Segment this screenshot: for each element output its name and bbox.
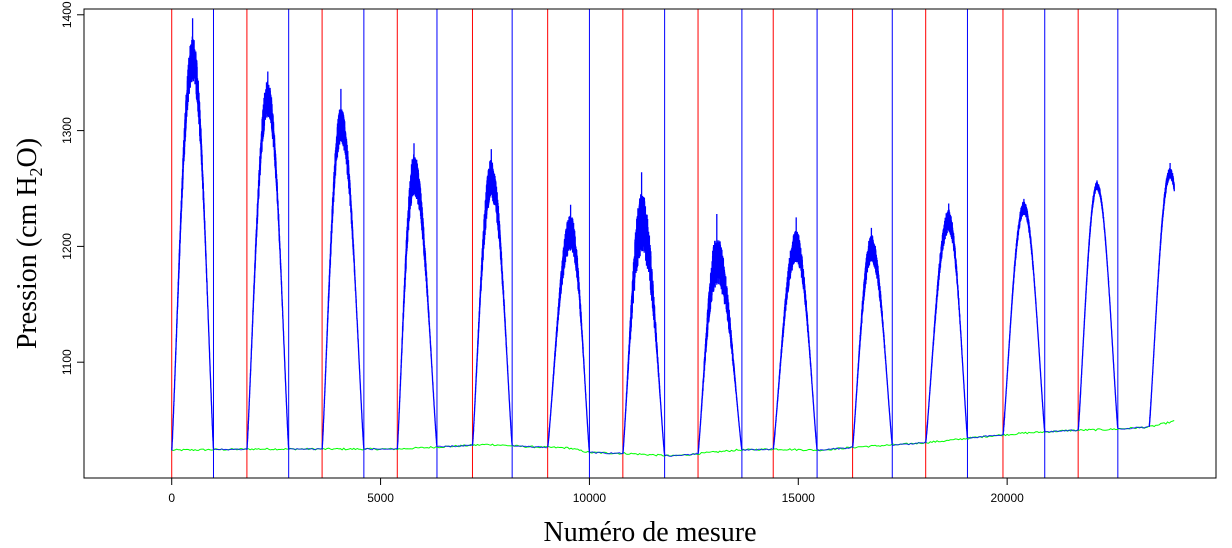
pressure-peak [1077, 180, 1119, 431]
pressure-peak [1002, 198, 1046, 436]
pressure-peak [925, 203, 969, 444]
y-axis-title-subscript: 2 [26, 167, 46, 176]
pressure-peak [171, 18, 215, 451]
baseline-series [171, 420, 1175, 457]
pressure-peak [1148, 163, 1175, 428]
pressure-peak [622, 172, 666, 457]
y-axis-title-suffix: O) [12, 138, 43, 168]
plot-frame [83, 8, 1217, 479]
pressure-peak [396, 143, 438, 450]
x-axis-ticks: 0 5000 10000 15000 20000 [168, 478, 1024, 505]
pressure-peak [772, 217, 818, 451]
pressure-peak [697, 214, 743, 455]
x-tick-label: 20000 [990, 491, 1024, 505]
y-tick-label: 1100 [60, 349, 74, 375]
y-tick-label: 1200 [60, 233, 74, 260]
baseline-line [171, 420, 1175, 457]
y-axis-title-main: Pression (cm H [12, 176, 43, 349]
pressure-peak [852, 227, 893, 449]
pressure-peak [321, 88, 365, 450]
y-tick-label: 1400 [60, 1, 74, 28]
y-axis-title: Pression (cm H2O) [12, 138, 46, 349]
x-tick-label: 0 [168, 491, 175, 505]
x-tick-label: 15000 [782, 491, 816, 505]
x-tick-label: 5000 [367, 491, 394, 505]
y-tick-label: 1300 [60, 117, 74, 144]
pressure-peak [547, 204, 591, 454]
x-tick-label: 10000 [573, 491, 607, 505]
cycle-marker-lines [171, 9, 1119, 478]
pressure-series [171, 18, 1175, 457]
pressure-baseline-segments [213, 426, 1149, 457]
y-axis-ticks: 1100 1200 1300 1400 [60, 1, 84, 375]
x-axis-title: Numéro de mesure [543, 517, 756, 548]
pressure-peak [246, 71, 290, 450]
pressure-peak [471, 149, 513, 446]
